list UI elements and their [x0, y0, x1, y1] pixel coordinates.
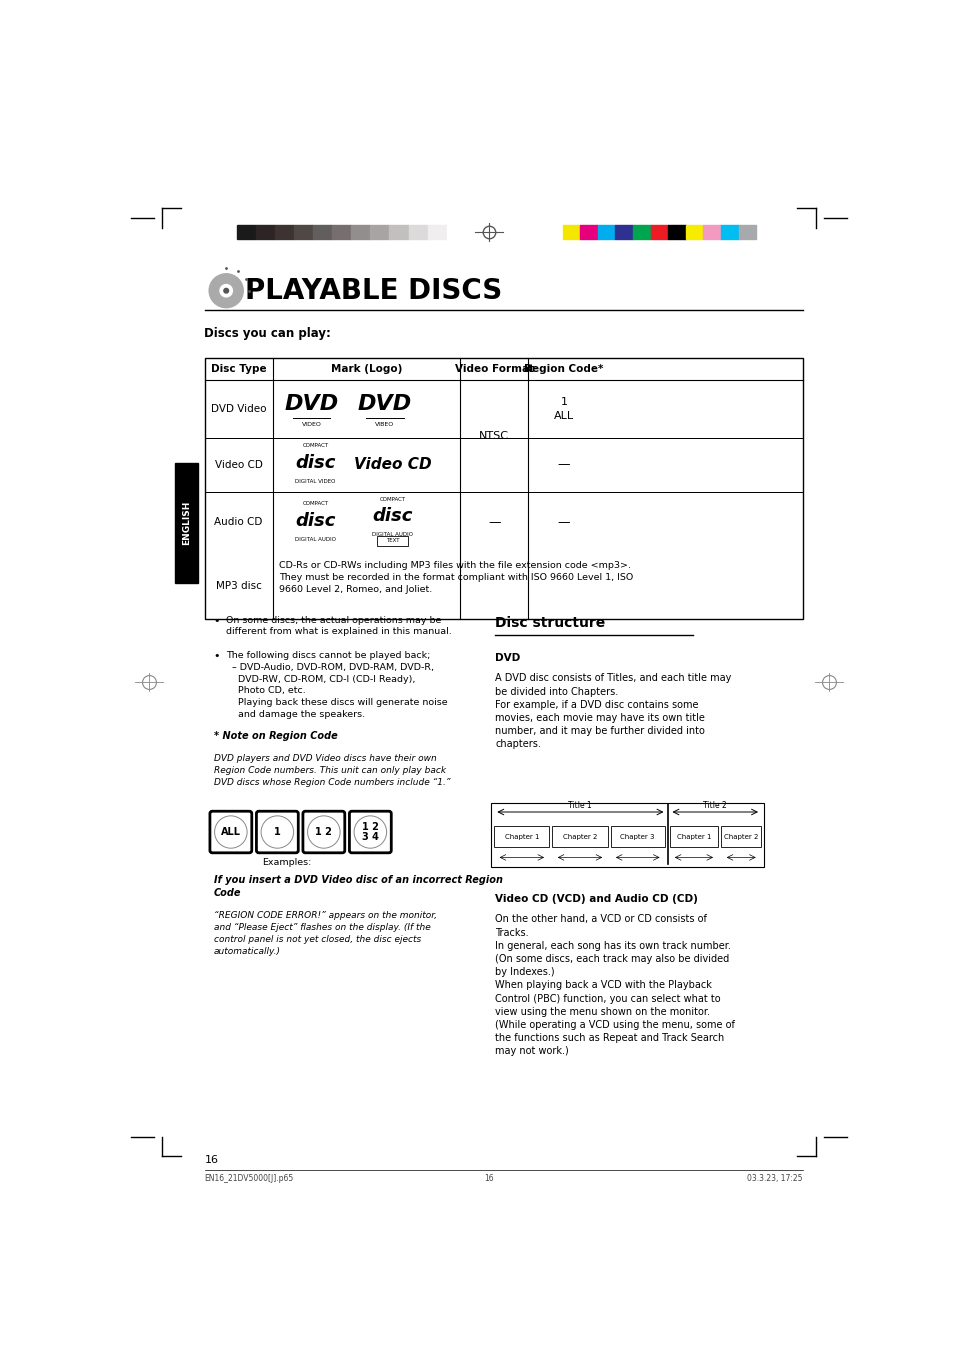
Text: Disc structure: Disc structure [495, 616, 605, 630]
Text: NTSC: NTSC [478, 431, 509, 440]
Bar [427, 226, 446, 239]
Text: Chapter 1: Chapter 1 [676, 834, 710, 839]
Bar [313, 226, 332, 239]
Text: Chapter 1: Chapter 1 [504, 834, 538, 839]
Text: 1 2: 1 2 [315, 827, 332, 838]
Text: Disc Type: Disc Type [211, 365, 266, 374]
Text: Video CD (VCD) and Audio CD (CD): Video CD (VCD) and Audio CD (CD) [495, 893, 698, 904]
Text: If you insert a DVD Video disc of an incorrect Region
Code: If you insert a DVD Video disc of an inc… [213, 875, 502, 897]
Text: COMPACT: COMPACT [379, 497, 405, 501]
Text: COMPACT: COMPACT [302, 501, 328, 505]
Circle shape [220, 285, 233, 297]
Bar [720, 825, 760, 847]
Text: 16: 16 [204, 1155, 218, 1166]
Bar [667, 226, 685, 239]
Text: On some discs, the actual operations may be
different from what is explained in : On some discs, the actual operations may… [226, 616, 452, 636]
Bar [610, 825, 664, 847]
Text: The following discs cannot be played back;
  – DVD-Audio, DVD-ROM, DVD-RAM, DVD-: The following discs cannot be played bac… [226, 651, 447, 719]
Text: DIGITAL AUDIO: DIGITAL AUDIO [372, 531, 413, 536]
Bar [332, 226, 351, 239]
Text: 03.3.23, 17:25: 03.3.23, 17:25 [746, 1174, 802, 1183]
Circle shape [224, 288, 229, 293]
Text: disc: disc [294, 454, 335, 473]
Text: On the other hand, a VCD or CD consists of
Tracks.
In general, each song has its: On the other hand, a VCD or CD consists … [495, 915, 734, 1056]
Text: disc: disc [294, 512, 335, 530]
Text: Region Code*: Region Code* [524, 365, 603, 374]
Text: Audio CD: Audio CD [214, 517, 262, 527]
Text: Video CD: Video CD [354, 457, 431, 473]
Text: 1: 1 [274, 827, 280, 838]
Text: DIGITAL AUDIO: DIGITAL AUDIO [294, 536, 335, 542]
Text: 1
ALL: 1 ALL [554, 397, 574, 422]
Bar [702, 226, 720, 239]
Bar [494, 825, 549, 847]
Text: VIBEO: VIBEO [375, 422, 395, 427]
Text: DVD players and DVD Video discs have their own
Region Code numbers. This unit ca: DVD players and DVD Video discs have the… [213, 754, 450, 786]
Text: DVD: DVD [357, 394, 412, 415]
Text: Examples:: Examples: [262, 858, 311, 867]
Text: CD-Rs or CD-RWs including MP3 files with the file extension code <mp3>.
They mus: CD-Rs or CD-RWs including MP3 files with… [278, 561, 633, 593]
Bar [446, 226, 465, 239]
Bar [669, 825, 718, 847]
Bar [274, 226, 294, 239]
Text: Mark (Logo): Mark (Logo) [331, 365, 402, 374]
Text: 16: 16 [483, 1174, 494, 1183]
Text: Title 2: Title 2 [702, 801, 726, 809]
Bar [377, 535, 408, 546]
Text: ENGLISH: ENGLISH [182, 501, 191, 544]
Text: DIGITAL VIDEO: DIGITAL VIDEO [294, 480, 335, 484]
Bar [579, 226, 598, 239]
Text: Chapter 2: Chapter 2 [562, 834, 597, 839]
Bar [720, 226, 738, 239]
Bar [552, 825, 607, 847]
Bar [174, 463, 198, 582]
Text: TEXT: TEXT [386, 538, 399, 543]
Text: •: • [213, 651, 220, 661]
Circle shape [209, 274, 243, 308]
Text: Chapter 3: Chapter 3 [619, 834, 655, 839]
Text: —: — [488, 516, 500, 530]
Text: * Note on Region Code: * Note on Region Code [213, 731, 337, 742]
Text: DVD: DVD [284, 394, 338, 415]
Text: 1 2
3 4: 1 2 3 4 [361, 823, 378, 842]
Bar [255, 226, 274, 239]
Text: Discs you can play:: Discs you can play: [204, 327, 331, 340]
Bar [598, 226, 615, 239]
Bar [236, 226, 255, 239]
Bar [562, 226, 579, 239]
Bar [294, 226, 313, 239]
Bar [685, 226, 702, 239]
Text: —: — [558, 516, 570, 530]
Text: Video Format: Video Format [455, 365, 534, 374]
Bar [615, 226, 633, 239]
Text: disc: disc [373, 508, 413, 526]
Text: ALL: ALL [220, 827, 240, 838]
Text: “REGION CODE ERROR!” appears on the monitor,
and “Please Eject” flashes on the d: “REGION CODE ERROR!” appears on the moni… [213, 912, 436, 955]
Text: DVD Video: DVD Video [211, 404, 266, 413]
Text: MP3 disc: MP3 disc [215, 581, 261, 590]
Text: DVD: DVD [495, 653, 519, 662]
Text: A DVD disc consists of Titles, and each title may
be divided into Chapters.
For : A DVD disc consists of Titles, and each … [495, 673, 731, 750]
Bar [650, 226, 667, 239]
Text: Title 1: Title 1 [568, 801, 592, 809]
Text: VIDEO: VIDEO [301, 422, 321, 427]
Bar [408, 226, 427, 239]
Bar [738, 226, 756, 239]
Bar [633, 226, 650, 239]
Bar [370, 226, 389, 239]
Bar [389, 226, 408, 239]
Text: •: • [213, 616, 220, 626]
Text: EN16_21DV5000[J].p65: EN16_21DV5000[J].p65 [204, 1174, 294, 1183]
Bar [491, 802, 763, 867]
Text: COMPACT: COMPACT [302, 443, 328, 449]
Text: PLAYABLE DISCS: PLAYABLE DISCS [245, 277, 501, 305]
Text: Video CD: Video CD [214, 459, 262, 470]
Bar [351, 226, 370, 239]
Text: Chapter 2: Chapter 2 [723, 834, 758, 839]
Text: —: — [558, 458, 570, 471]
Bar [204, 358, 802, 619]
